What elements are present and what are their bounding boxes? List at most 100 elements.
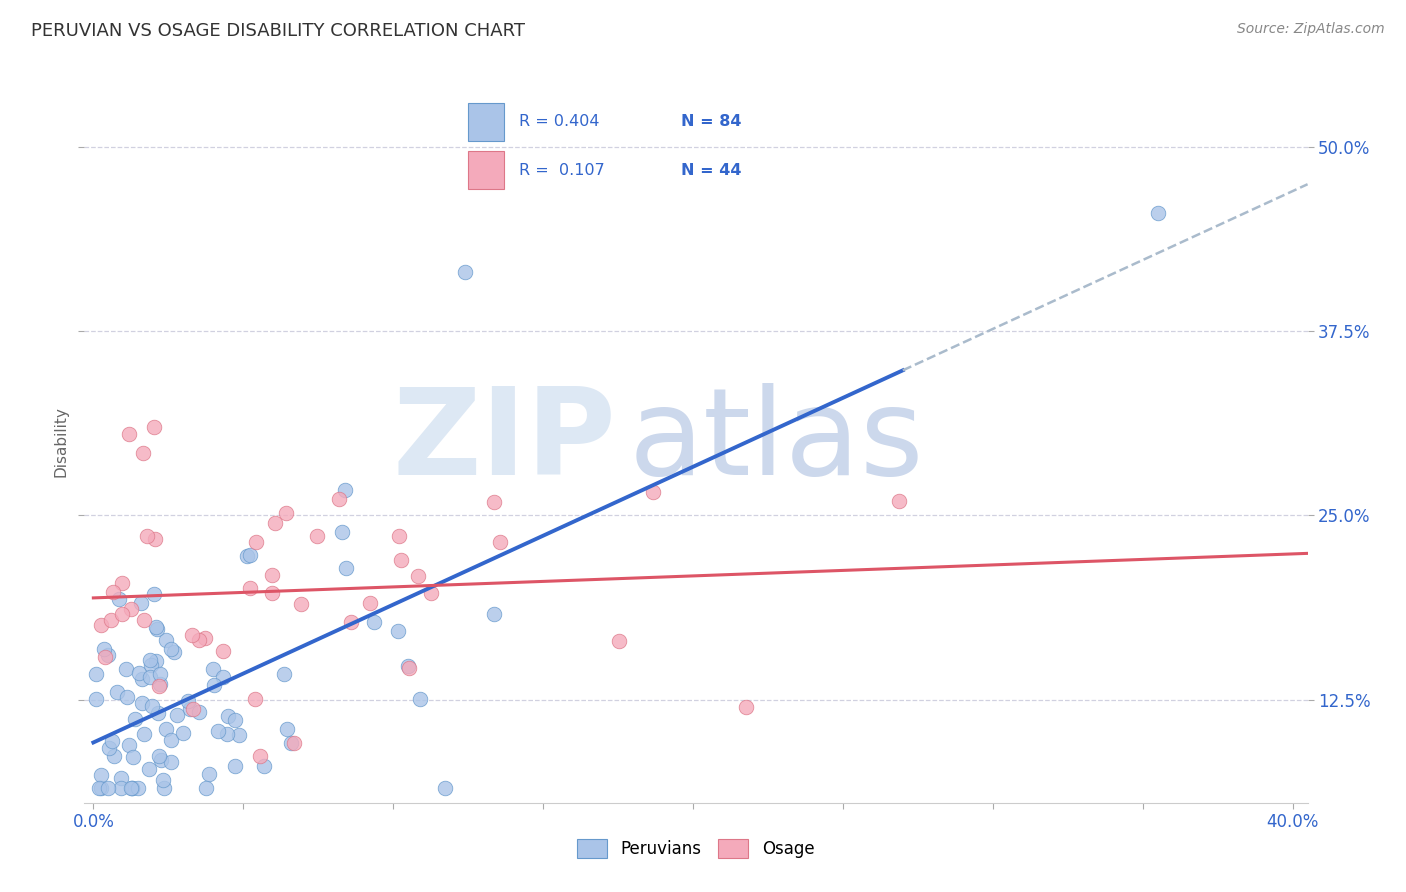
Point (198, 766, 221, 780)
Point (120, 602, 142, 616)
Point (153, 780, 176, 795)
Point (134, 613, 156, 627)
Point (86, 666, 108, 681)
Point (145, 620, 167, 634)
Point (188, 633, 211, 648)
Point (120, 780, 142, 795)
Point (155, 722, 177, 736)
Point (228, 728, 250, 742)
Point (122, 750, 145, 764)
Point (139, 657, 162, 672)
Point (389, 553, 412, 567)
Point (176, 694, 198, 708)
Point (103, 749, 125, 764)
Point (217, 709, 239, 723)
Point (333, 483, 356, 497)
Point (420, 586, 443, 600)
Point (97, 741, 120, 756)
Point (148, 679, 170, 693)
Point (264, 516, 287, 531)
Point (260, 586, 283, 600)
Point (180, 627, 202, 641)
Point (90, 618, 112, 632)
Point (86, 692, 108, 706)
Point (276, 723, 298, 737)
Point (148, 749, 170, 764)
Point (280, 736, 302, 750)
Point (273, 667, 295, 681)
Point (129, 596, 152, 610)
Point (202, 678, 225, 692)
Point (239, 582, 262, 596)
Point (131, 697, 153, 711)
Point (143, 532, 166, 546)
Point (290, 597, 312, 611)
Point (245, 534, 267, 549)
Point (107, 685, 129, 699)
Point (118, 427, 141, 442)
Point (454, 265, 477, 279)
Point (121, 780, 143, 795)
Point (398, 661, 420, 675)
Point (239, 549, 262, 563)
Point (155, 633, 177, 648)
Point (89, 768, 111, 782)
Point (245, 692, 267, 706)
Point (274, 506, 297, 520)
Point (340, 615, 363, 630)
Text: ZIP: ZIP (392, 383, 616, 500)
Point (150, 753, 173, 767)
Point (101, 733, 124, 747)
Point (118, 739, 141, 753)
Point (283, 736, 305, 750)
Point (110, 771, 132, 785)
Point (215, 727, 238, 741)
Point (607, 634, 630, 648)
Point (224, 759, 246, 773)
Point (145, 623, 167, 637)
Point (149, 667, 172, 681)
Point (138, 762, 160, 776)
Point (330, 525, 353, 540)
Point (148, 677, 170, 691)
Point (236, 549, 259, 563)
Point (117, 690, 139, 705)
Point (136, 529, 159, 543)
Point (103, 585, 125, 599)
Point (887, 493, 910, 508)
Point (307, 529, 329, 543)
Point (110, 780, 132, 795)
Point (93, 641, 115, 656)
Point (335, 561, 357, 575)
Point (143, 419, 166, 434)
Legend: Peruvians, Osage: Peruvians, Osage (569, 830, 823, 867)
Point (201, 662, 224, 676)
Point (194, 632, 217, 646)
Point (409, 692, 432, 706)
Point (224, 713, 246, 727)
Point (434, 780, 457, 795)
Point (111, 576, 134, 591)
Point (142, 587, 165, 601)
Point (172, 725, 194, 739)
Point (328, 491, 350, 506)
Point (97, 780, 120, 795)
Point (121, 780, 143, 795)
Point (160, 732, 183, 747)
Point (388, 529, 411, 543)
Point (107, 592, 129, 607)
Point (111, 607, 134, 621)
Point (100, 613, 122, 627)
Point (482, 607, 505, 621)
Point (138, 653, 160, 667)
Point (179, 702, 201, 716)
Point (97, 648, 120, 663)
Point (132, 727, 155, 741)
Point (163, 644, 186, 658)
Point (484, 494, 506, 508)
Point (124, 712, 146, 726)
Y-axis label: Disability: Disability (53, 406, 69, 477)
Point (194, 780, 217, 795)
Point (128, 666, 150, 681)
Point (160, 641, 183, 656)
